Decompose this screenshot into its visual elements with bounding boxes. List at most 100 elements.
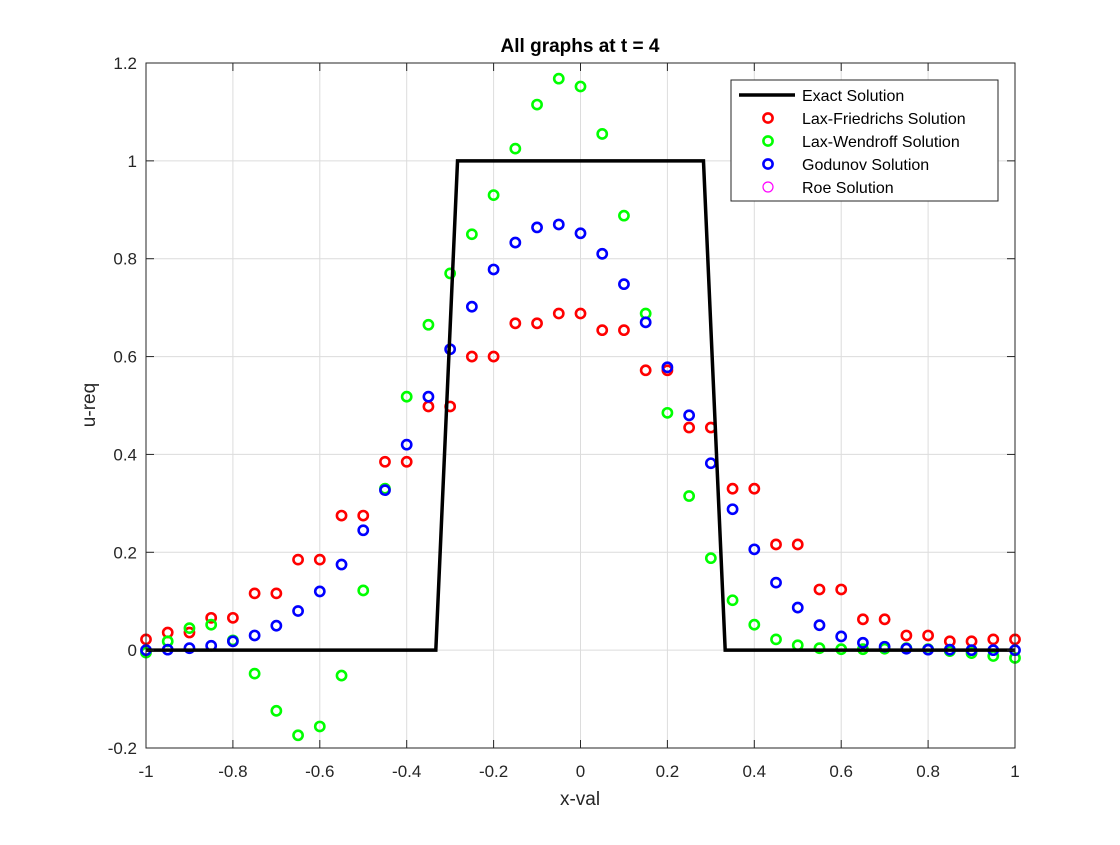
lax-friedrichs-solution-point [900, 629, 913, 642]
y-tick-label: 0.6 [113, 348, 137, 367]
lax-wendroff-solution-point [574, 80, 587, 93]
lax-friedrichs-solution-point [292, 553, 304, 566]
lax-friedrichs-solution-point [552, 307, 565, 320]
godunov-solution-point [574, 227, 587, 240]
lax-wendroff-solution-point [726, 594, 739, 607]
godunov-solution-point [292, 605, 304, 617]
x-tick-label: -0.6 [305, 762, 334, 781]
godunov-solution-markers [140, 218, 1021, 657]
lax-wendroff-solution-point [444, 267, 457, 280]
godunov-solution-point [552, 218, 565, 231]
lax-wendroff-solution-point [683, 490, 696, 502]
y-tick-label: 1 [128, 152, 137, 171]
godunov-solution-point [422, 390, 435, 403]
godunov-solution-point [335, 558, 348, 571]
lax-friedrichs-solution-point [379, 455, 391, 468]
legend-label-godunov-solution: Godunov Solution [802, 157, 929, 174]
lax-friedrichs-solution-point [618, 324, 630, 337]
lax-wendroff-solution-point [335, 669, 348, 682]
y-tick-label: 0.4 [113, 445, 137, 464]
godunov-solution-point [357, 524, 370, 537]
legend-label-lax-friedrichs-solution: Lax-Friedrichs Solution [802, 111, 966, 128]
lax-friedrichs-solution-point [357, 509, 370, 522]
lax-friedrichs-solution-point [183, 626, 196, 639]
godunov-solution-point [770, 576, 782, 589]
godunov-solution-point [857, 636, 869, 649]
lax-friedrichs-solution-point [726, 482, 739, 495]
lax-wendroff-solution-point [531, 98, 543, 111]
lax-wendroff-solution-point [813, 642, 826, 655]
godunov-solution-point [748, 543, 761, 556]
lax-friedrichs-solution-point [531, 317, 543, 330]
y-tick-label: -0.2 [108, 739, 137, 758]
lax-friedrichs-solution-point [922, 629, 934, 642]
y-tick-label: 0.8 [113, 250, 137, 269]
lax-friedrichs-solution-point [574, 307, 587, 320]
lax-friedrichs-solution-point [335, 509, 348, 522]
lax-friedrichs-solution-point [835, 583, 848, 596]
lax-wendroff-solution-point [618, 209, 630, 222]
y-axis-label: u-req [79, 383, 100, 427]
lax-friedrichs-solution-point [465, 350, 478, 363]
exact-solution-line [146, 159, 1015, 652]
lax-wendroff-solution-point [183, 622, 196, 635]
lax-wendroff-solution-point [313, 720, 326, 733]
godunov-solution-point [683, 409, 696, 422]
lax-wendroff-solution-point [661, 406, 674, 419]
godunov-solution-point [661, 361, 674, 374]
lax-wendroff-solution-point [770, 633, 782, 646]
lax-wendroff-solution-point [748, 618, 761, 631]
legend: Exact Solution Lax-Friedrichs Solution Lax… [730, 79, 999, 202]
x-tick-label: 0.8 [916, 762, 940, 781]
lax-friedrichs-solution-point [878, 613, 891, 626]
godunov-solution-point [183, 642, 196, 655]
godunov-solution-point [639, 316, 652, 329]
x-tick-label: -1 [138, 762, 153, 781]
legend-swatch-godunov-solution [762, 158, 774, 170]
y-tick-label: 1.2 [113, 54, 137, 73]
godunov-solution-point [313, 585, 326, 598]
godunov-solution-point [487, 263, 500, 276]
lax-wendroff-solution-point [552, 72, 565, 85]
godunov-solution-point [226, 635, 239, 648]
godunov-solution-point [509, 236, 522, 249]
lax-wendroff-solution-point [292, 729, 304, 742]
lax-friedrichs-solution-point [596, 324, 609, 337]
lax-friedrichs-solution-point [987, 633, 1000, 646]
x-axis-label: x-val [560, 789, 600, 810]
godunov-solution-point [270, 619, 283, 632]
x-tick-label: -0.8 [218, 762, 247, 781]
lax-friedrichs-solution-point [205, 611, 218, 624]
lax-friedrichs-solution-point [226, 611, 239, 624]
y-tick-label: 0 [128, 641, 137, 660]
lax-wendroff-solution-point [248, 667, 261, 680]
lax-friedrichs-solution-point [487, 350, 500, 363]
y-tick-label: 0.2 [113, 543, 137, 562]
lax-friedrichs-solution-point [313, 553, 326, 566]
lax-friedrichs-solution-point [770, 538, 782, 551]
lax-wendroff-solution-point [400, 390, 413, 403]
x-tick-label: 0.6 [829, 762, 853, 781]
lax-friedrichs-solution-point [748, 482, 761, 495]
lax-friedrichs-solution-point [270, 587, 283, 600]
series-layer [140, 72, 1021, 742]
lax-friedrichs-solution-point [400, 455, 413, 468]
x-tick-label: 1 [1010, 762, 1019, 781]
lax-wendroff-solution-point [704, 552, 717, 565]
lax-wendroff-solution-point [465, 228, 478, 241]
legend-label-exact-solution: Exact Solution [802, 88, 904, 105]
godunov-solution-point [531, 221, 543, 234]
lax-wendroff-solution-point [205, 618, 218, 631]
chart-title: All graphs at t = 4 [501, 36, 660, 57]
lax-wendroff-solution-point [487, 189, 500, 202]
lax-friedrichs-solution-point [509, 317, 522, 330]
legend-label-lax-wendroff-solution: Lax-Wendroff Solution [802, 134, 960, 151]
x-tick-label: 0.2 [656, 762, 680, 781]
lax-wendroff-solution-point [509, 142, 522, 155]
x-tick-label: 0.4 [742, 762, 766, 781]
godunov-solution-point [465, 300, 478, 313]
lax-wendroff-solution-point [596, 128, 609, 140]
legend-swatch-lax-friedrichs-solution [762, 112, 774, 124]
legend-label-roe-solution: Roe Solution [802, 180, 894, 197]
